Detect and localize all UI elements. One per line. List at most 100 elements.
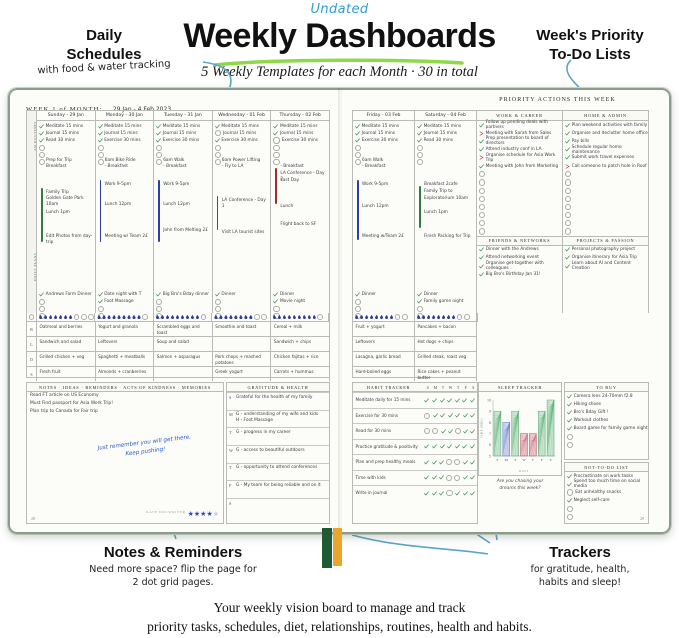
daily-schedule[interactable]: Breakfast 2cafe Family Trip to Exploratori…: [415, 156, 476, 291]
gratitude-row[interactable]: T G - progress in my career: [227, 427, 329, 445]
priority-list-item[interactable]: Plan weekend activities with family: [563, 121, 648, 129]
empty-checkbox[interactable]: [567, 442, 574, 449]
priority-list-items[interactable]: Plan weekend activities with family Organ…: [563, 121, 648, 236]
habit-check-cell[interactable]: [454, 444, 462, 449]
evening-item[interactable]: Family game night: [417, 298, 474, 305]
empty-checkbox[interactable]: [479, 195, 486, 202]
meal-cell[interactable]: Oatmeal and berries: [37, 322, 96, 336]
water-drop-icon[interactable]: [170, 314, 175, 320]
habit-check-cell[interactable]: [454, 474, 462, 481]
to-buy-items[interactable]: Camera lens 24-70mm f2.8 Hiking shoes Bro'…: [565, 392, 648, 449]
priority-list-item[interactable]: Organise schedule for Asia Work Trip: [477, 153, 562, 163]
priority-list-item[interactable]: [477, 178, 562, 186]
habit-check-cell[interactable]: [431, 475, 438, 481]
meal-cell[interactable]: [154, 367, 213, 381]
list-item[interactable]: Eat unhealthy snacks: [565, 488, 648, 496]
habit-check-cell[interactable]: [440, 413, 447, 419]
empty-checkbox[interactable]: [567, 513, 574, 521]
meal-cell[interactable]: Pork chops + mashed potatoes: [213, 352, 272, 366]
priority-list-item[interactable]: [477, 211, 562, 219]
water-drop-icon[interactable]: [63, 314, 68, 320]
routine-item[interactable]: [39, 144, 93, 151]
water-drop-icon[interactable]: [132, 314, 136, 320]
habit-check-cell[interactable]: [446, 490, 454, 497]
routine-item[interactable]: [214, 144, 269, 151]
routine-item[interactable]: Exercise 30 mins: [355, 137, 412, 144]
habit-check-cell[interactable]: [432, 413, 439, 419]
meal-cell[interactable]: Carrots + hummus: [271, 367, 330, 381]
routine-item[interactable]: [156, 151, 210, 158]
routine-item[interactable]: [39, 158, 93, 166]
water-drop-icon[interactable]: [39, 314, 43, 320]
routine-item[interactable]: [39, 151, 93, 158]
water-drop-icon[interactable]: [239, 314, 243, 320]
list-item[interactable]: Board game for family game night: [565, 425, 648, 433]
empty-checkbox[interactable]: [156, 144, 163, 151]
empty-checkbox[interactable]: [565, 203, 572, 211]
habit-check-cell[interactable]: [439, 444, 447, 449]
water-cell[interactable]: [37, 313, 96, 321]
empty-checkbox[interactable]: [567, 433, 574, 441]
meal-cell[interactable]: Fruit + yogurt: [353, 322, 415, 336]
water-drop-icon[interactable]: [277, 314, 281, 320]
meal-cell[interactable]: [213, 337, 272, 351]
habit-check-cell[interactable]: [445, 474, 454, 481]
gratitude-text[interactable]: G - opportunity to attend conferences: [236, 465, 318, 471]
routine-item[interactable]: Meditate 15 mins: [214, 123, 269, 130]
gratitude-text[interactable]: Grateful for the health of my family: [236, 394, 313, 400]
star-icon[interactable]: ★: [212, 511, 219, 518]
water-drop-icon[interactable]: [68, 314, 73, 320]
routine-item[interactable]: Exercise 30 mins: [214, 137, 269, 144]
evening-item[interactable]: Dinner: [417, 291, 474, 298]
priority-list-item[interactable]: Attend industry conf in LA: [477, 146, 562, 154]
water-drop-icon[interactable]: [195, 314, 200, 320]
empty-checkbox[interactable]: [479, 179, 486, 186]
habit-check-cell[interactable]: [424, 428, 432, 435]
water-drop-icon[interactable]: [185, 314, 190, 320]
schedule-event[interactable]: Family Trip: [46, 190, 69, 195]
habit-check-cell[interactable]: [432, 444, 440, 449]
list-item[interactable]: [565, 433, 648, 441]
gratitude-row[interactable]: S Grateful for the health of my family: [227, 392, 329, 410]
empty-checkbox[interactable]: [565, 179, 572, 186]
water-drop-icon[interactable]: [359, 314, 364, 320]
water-drop-icon[interactable]: [421, 314, 426, 320]
schedule-event[interactable]: Breakfast 2cafe: [424, 182, 458, 187]
empty-checkbox[interactable]: [454, 474, 461, 481]
habit-check-cell[interactable]: [463, 428, 470, 434]
water-cell[interactable]: [95, 313, 154, 321]
empty-checkbox[interactable]: [39, 313, 46, 320]
empty-checkbox[interactable]: [479, 212, 486, 219]
water-cell[interactable]: [154, 313, 213, 321]
routine-item[interactable]: Journal 15 mins: [156, 130, 210, 137]
water-drop-icon[interactable]: [190, 314, 195, 320]
water-drop-icon[interactable]: [312, 314, 316, 320]
habit-check-cell[interactable]: [462, 490, 469, 496]
gratitude-rows[interactable]: S Grateful for the health of my family M G …: [227, 392, 329, 516]
empty-checkbox[interactable]: [479, 203, 486, 211]
habit-check-cell[interactable]: [470, 475, 477, 481]
water-drop-icon[interactable]: [97, 314, 101, 320]
priority-list-item[interactable]: Submit work travel expenses: [563, 154, 648, 162]
empty-checkbox[interactable]: [39, 144, 46, 151]
schedule-event[interactable]: - Breakfast: [280, 164, 304, 169]
list-item[interactable]: Camera lens 24-70mm f2.8: [565, 392, 648, 400]
water-drop-icon[interactable]: [234, 314, 238, 320]
schedule-event[interactable]: Lunch: [280, 204, 294, 209]
empty-checkbox[interactable]: [273, 144, 280, 151]
daily-schedule[interactable]: - Breakfast LA Conference - Day 2 Last Day…: [271, 156, 329, 291]
evening-item[interactable]: [214, 298, 269, 305]
priority-list-item[interactable]: Meeting with Sarah from Sales: [477, 129, 562, 137]
routine-item[interactable]: Read 30 mins: [39, 137, 93, 144]
water-drop-icon[interactable]: [122, 314, 126, 320]
water-drop-icon[interactable]: [374, 314, 379, 320]
schedule-event[interactable]: Work 9-5pm: [163, 182, 190, 187]
empty-checkbox[interactable]: [355, 305, 362, 313]
meal-cell[interactable]: Grilled steak, roast veg: [415, 352, 477, 366]
water-drop-icon[interactable]: [229, 314, 233, 320]
habit-check-cell[interactable]: [462, 413, 469, 419]
water-drop-icon[interactable]: [160, 314, 165, 320]
priority-list-item[interactable]: Prep presentation to board of directors: [477, 136, 562, 146]
empty-checkbox[interactable]: [417, 313, 424, 320]
